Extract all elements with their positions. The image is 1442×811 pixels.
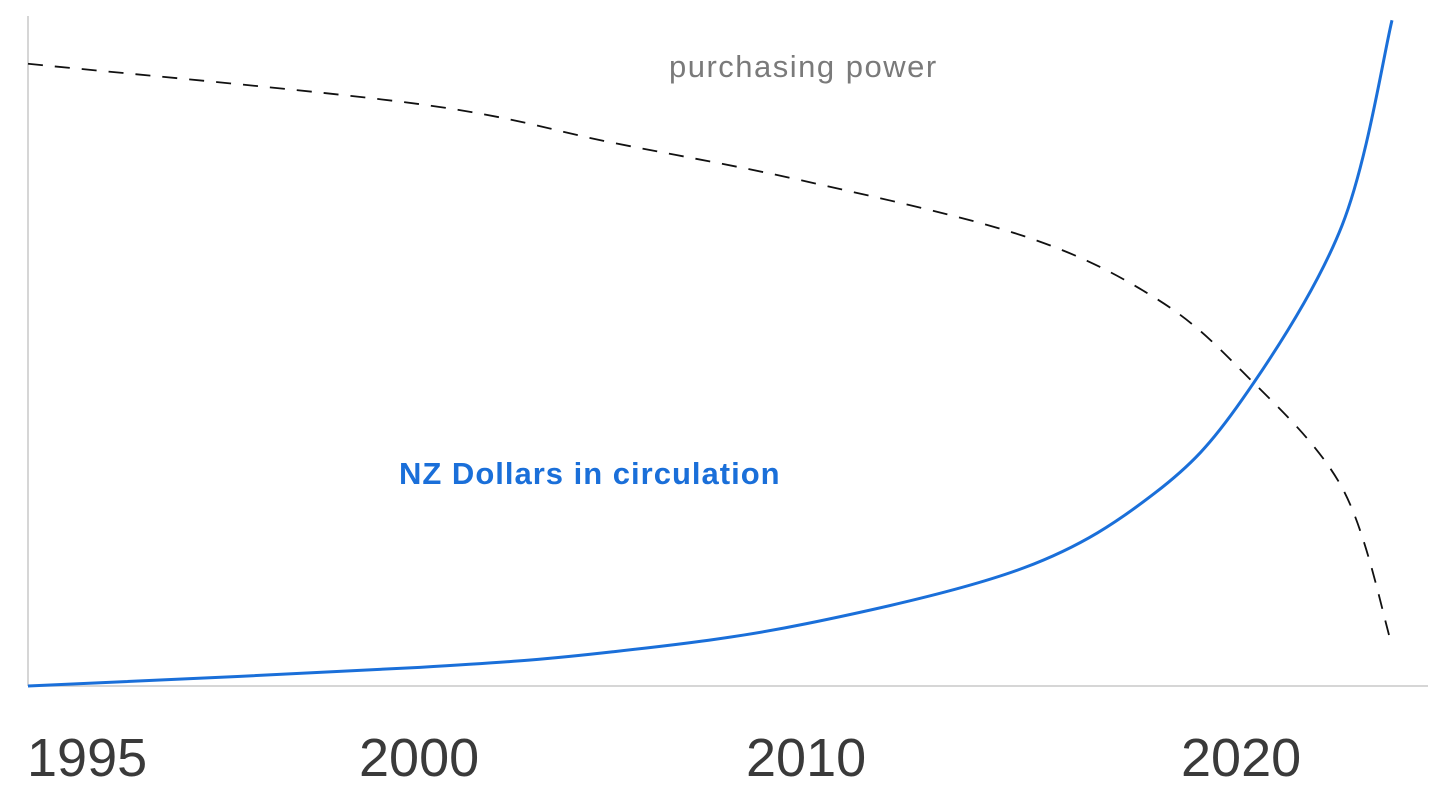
x-tick-label: 1995 — [27, 728, 147, 788]
x-tick-label: 2000 — [359, 728, 479, 788]
series-label-nz-dollars: NZ Dollars in circulation — [399, 456, 781, 491]
series-label-purchasing-power: purchasing power — [669, 49, 938, 84]
series-line-purchasing-power — [27, 62, 1393, 646]
x-axis-tick-labels: 1995 2000 2010 2020 — [27, 728, 1301, 788]
x-tick-label: 2010 — [746, 728, 866, 788]
x-tick-label: 2020 — [1181, 728, 1301, 788]
series-line-nz-dollars — [27, 19, 1394, 688]
